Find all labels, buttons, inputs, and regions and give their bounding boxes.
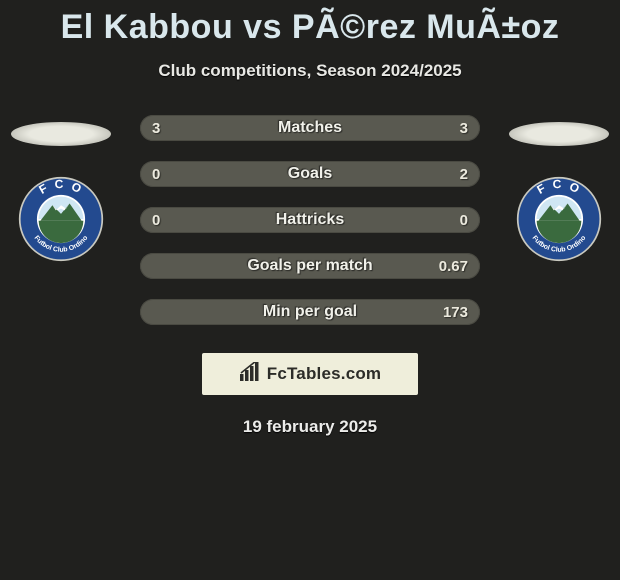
stat-label: Hattricks (140, 211, 480, 229)
stat-value-left: 0 (152, 166, 160, 183)
stats-block: 3Matches30Goals20Hattricks0Goals per mat… (0, 115, 620, 325)
stat-value-right: 173 (443, 304, 468, 321)
comparison-card: El Kabbou vs PÃ©rez MuÃ±oz Club competit… (0, 0, 620, 580)
stat-row: Min per goal173 (140, 299, 480, 325)
stat-row: 0Goals2 (140, 161, 480, 187)
stat-row: Goals per match0.67 (140, 253, 480, 279)
stat-label: Goals (140, 165, 480, 183)
date-text: 19 february 2025 (0, 417, 620, 437)
stat-label: Min per goal (140, 303, 480, 321)
stat-row: 0Hattricks0 (140, 207, 480, 233)
stats-rows: 3Matches30Goals20Hattricks0Goals per mat… (140, 115, 480, 325)
brand-text: FcTables.com (267, 364, 382, 384)
stat-value-right: 3 (460, 120, 468, 137)
brand-box[interactable]: FcTables.com (202, 353, 418, 395)
stat-value-right: 0 (460, 212, 468, 229)
stat-label: Goals per match (140, 257, 480, 275)
stat-value-right: 2 (460, 166, 468, 183)
page-title: El Kabbou vs PÃ©rez MuÃ±oz (0, 0, 620, 47)
stat-value-left: 3 (152, 120, 160, 137)
stat-label: Matches (140, 119, 480, 137)
stat-value-left: 0 (152, 212, 160, 229)
page-subtitle: Club competitions, Season 2024/2025 (0, 61, 620, 81)
bars-icon (239, 362, 261, 387)
stat-value-right: 0.67 (439, 258, 468, 275)
stat-row: 3Matches3 (140, 115, 480, 141)
